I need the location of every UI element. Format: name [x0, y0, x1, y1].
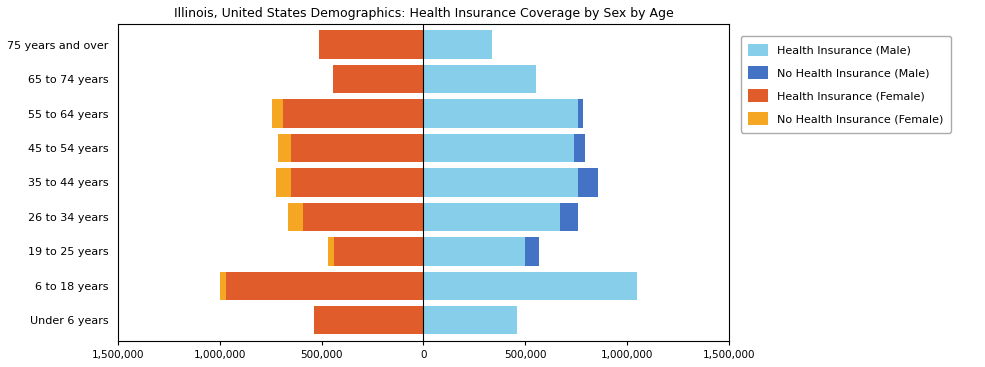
Bar: [559, 203, 578, 231]
Bar: [424, 134, 574, 162]
Bar: [278, 134, 292, 162]
Title: Illinois, United States Demographics: Health Insurance Coverage by Sex by Age: Illinois, United States Demographics: He…: [173, 7, 674, 20]
Bar: [525, 237, 539, 266]
Bar: [283, 99, 424, 128]
Bar: [272, 99, 283, 128]
Bar: [424, 30, 492, 59]
Bar: [292, 168, 424, 197]
Bar: [424, 203, 559, 231]
Bar: [292, 134, 424, 162]
Bar: [574, 134, 585, 162]
Bar: [334, 237, 424, 266]
Bar: [276, 168, 292, 197]
Bar: [578, 99, 583, 128]
Bar: [424, 272, 637, 300]
Bar: [303, 203, 424, 231]
Bar: [226, 272, 424, 300]
Bar: [328, 237, 334, 266]
Bar: [318, 30, 424, 59]
Bar: [220, 272, 226, 300]
Bar: [333, 65, 424, 93]
Bar: [313, 306, 424, 334]
Bar: [424, 237, 525, 266]
Bar: [578, 168, 598, 197]
Bar: [424, 65, 537, 93]
Bar: [424, 168, 578, 197]
Bar: [424, 99, 578, 128]
Bar: [288, 203, 303, 231]
Bar: [424, 306, 517, 334]
Legend: Health Insurance (Male), No Health Insurance (Male), Health Insurance (Female), : Health Insurance (Male), No Health Insur…: [741, 36, 952, 133]
